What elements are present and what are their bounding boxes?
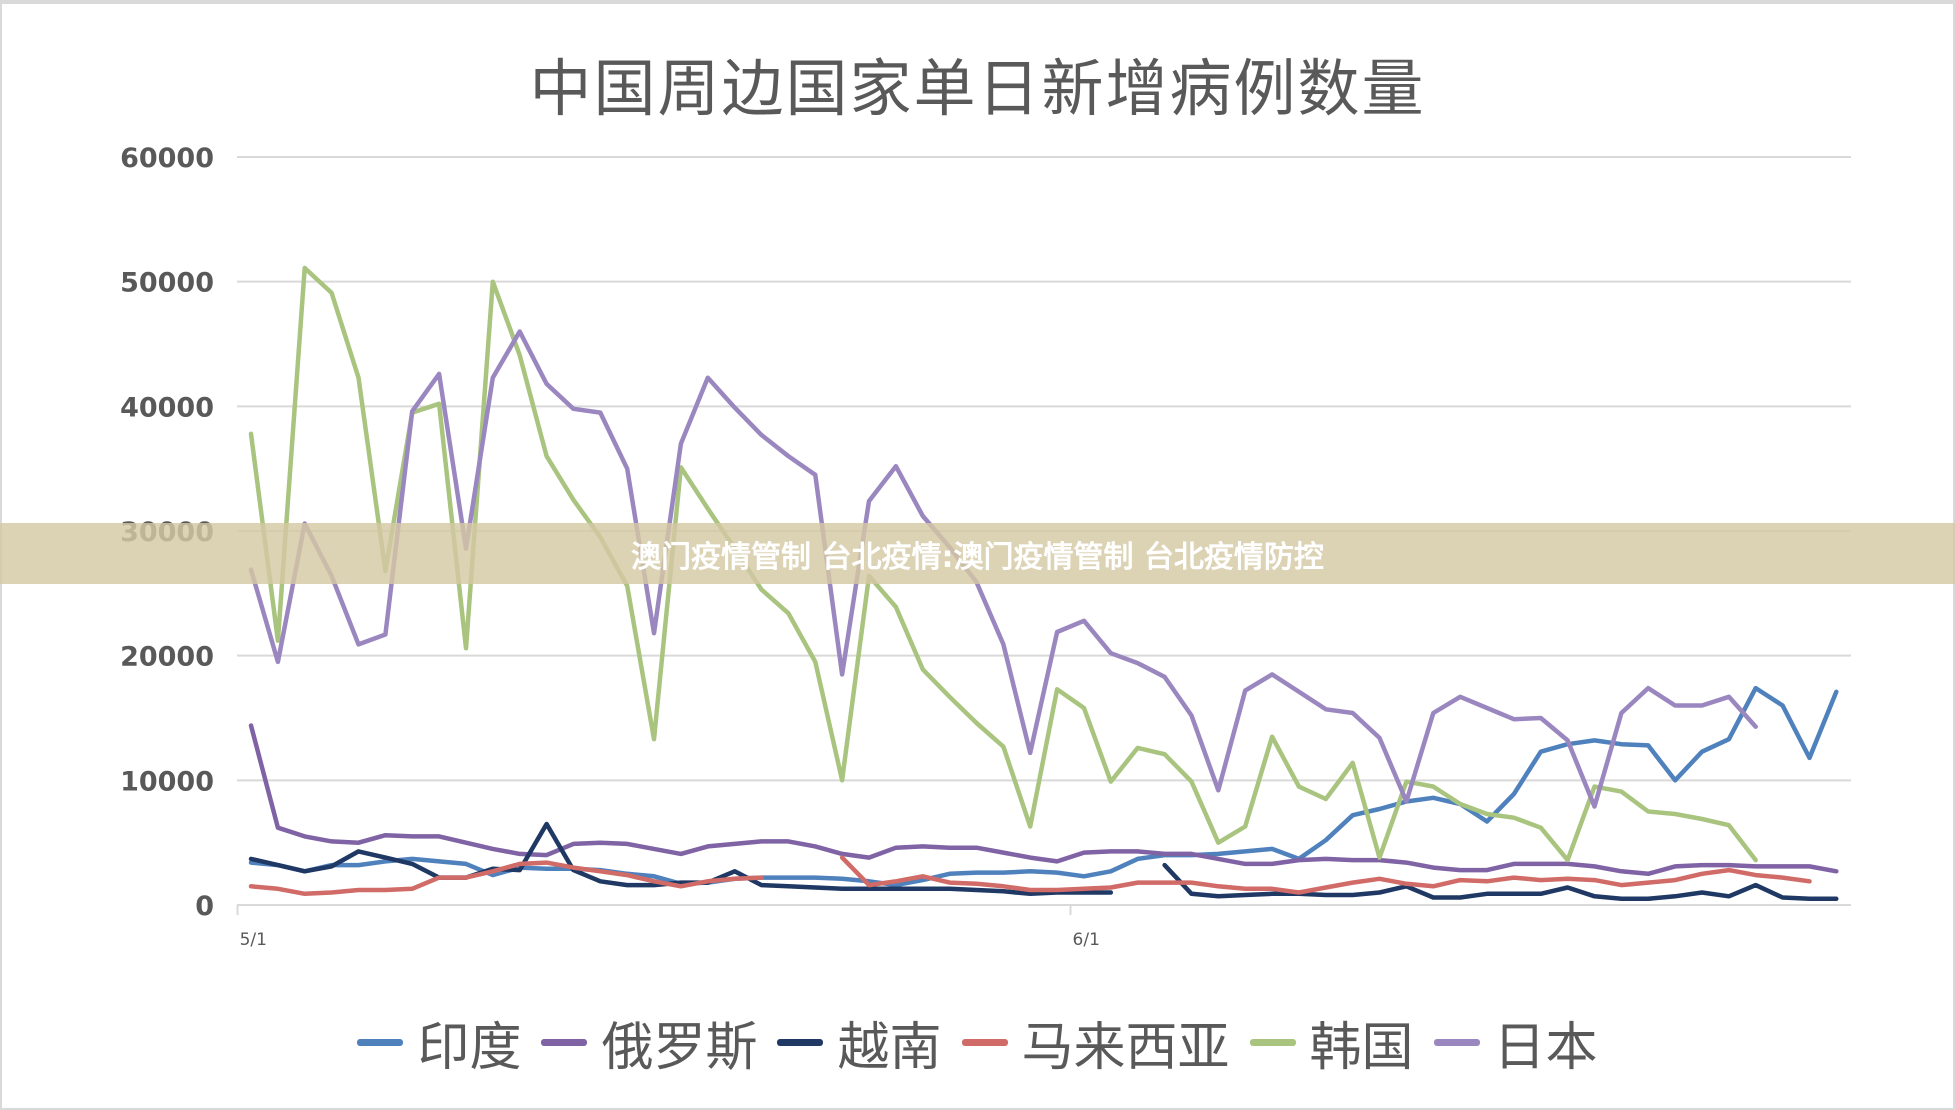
series-lines xyxy=(248,265,1839,902)
x-axis: 5/1 6/1 xyxy=(236,905,1100,950)
y-tick-label: 20000 xyxy=(120,642,214,673)
y-tick-label: 60000 xyxy=(120,143,214,174)
legend-item-korea: 韩国 xyxy=(1249,1005,1414,1080)
legend-label: 越南 xyxy=(837,1018,942,1078)
series-line xyxy=(248,265,1758,863)
series-line xyxy=(248,329,1758,809)
legend-item-india: 印度 xyxy=(357,1005,521,1080)
y-tick-label: 50000 xyxy=(120,268,214,299)
x-tick-label: 6/1 xyxy=(1073,930,1100,950)
legend-label: 俄罗斯 xyxy=(601,1018,758,1078)
legend-item-malaysia: 马来西亚 xyxy=(961,1005,1230,1080)
series-line xyxy=(1162,862,1839,902)
legend-swatch-japan-icon xyxy=(1433,1039,1480,1046)
y-tick-label: 10000 xyxy=(120,766,214,797)
legend: 印度 俄罗斯 越南 马来西亚 韩国 日本 xyxy=(0,1005,1955,1080)
series-line xyxy=(248,821,1114,897)
overlay-banner: 澳门疫情管制 台北疫情:澳门疫情管制 台北疫情防控 xyxy=(0,523,1955,584)
series-line xyxy=(839,855,1812,895)
y-tick-label: 40000 xyxy=(120,392,214,423)
legend-label: 印度 xyxy=(417,1018,522,1078)
legend-swatch-russia-icon xyxy=(541,1039,588,1046)
legend-swatch-india-icon xyxy=(357,1039,404,1046)
x-tick-label: 5/1 xyxy=(240,930,267,950)
legend-item-russia: 俄罗斯 xyxy=(541,1005,757,1080)
chart-title: 中国周边国家单日新增病例数量 xyxy=(529,52,1426,125)
banner-text: 澳门疫情管制 台北疫情:澳门疫情管制 台北疫情防控 xyxy=(631,539,1324,575)
legend-label: 韩国 xyxy=(1309,1018,1414,1078)
legend-swatch-korea-icon xyxy=(1249,1039,1296,1046)
series-line xyxy=(248,860,764,897)
legend-label: 马来西亚 xyxy=(1021,1018,1230,1078)
y-tick-label: 0 xyxy=(195,891,214,922)
series-line xyxy=(248,723,1839,877)
legend-item-japan: 日本 xyxy=(1433,1005,1598,1080)
legend-item-vietnam: 越南 xyxy=(777,1005,942,1080)
legend-label: 日本 xyxy=(1493,1018,1598,1078)
legend-swatch-vietnam-icon xyxy=(777,1039,824,1046)
legend-swatch-malaysia-icon xyxy=(961,1039,1008,1046)
